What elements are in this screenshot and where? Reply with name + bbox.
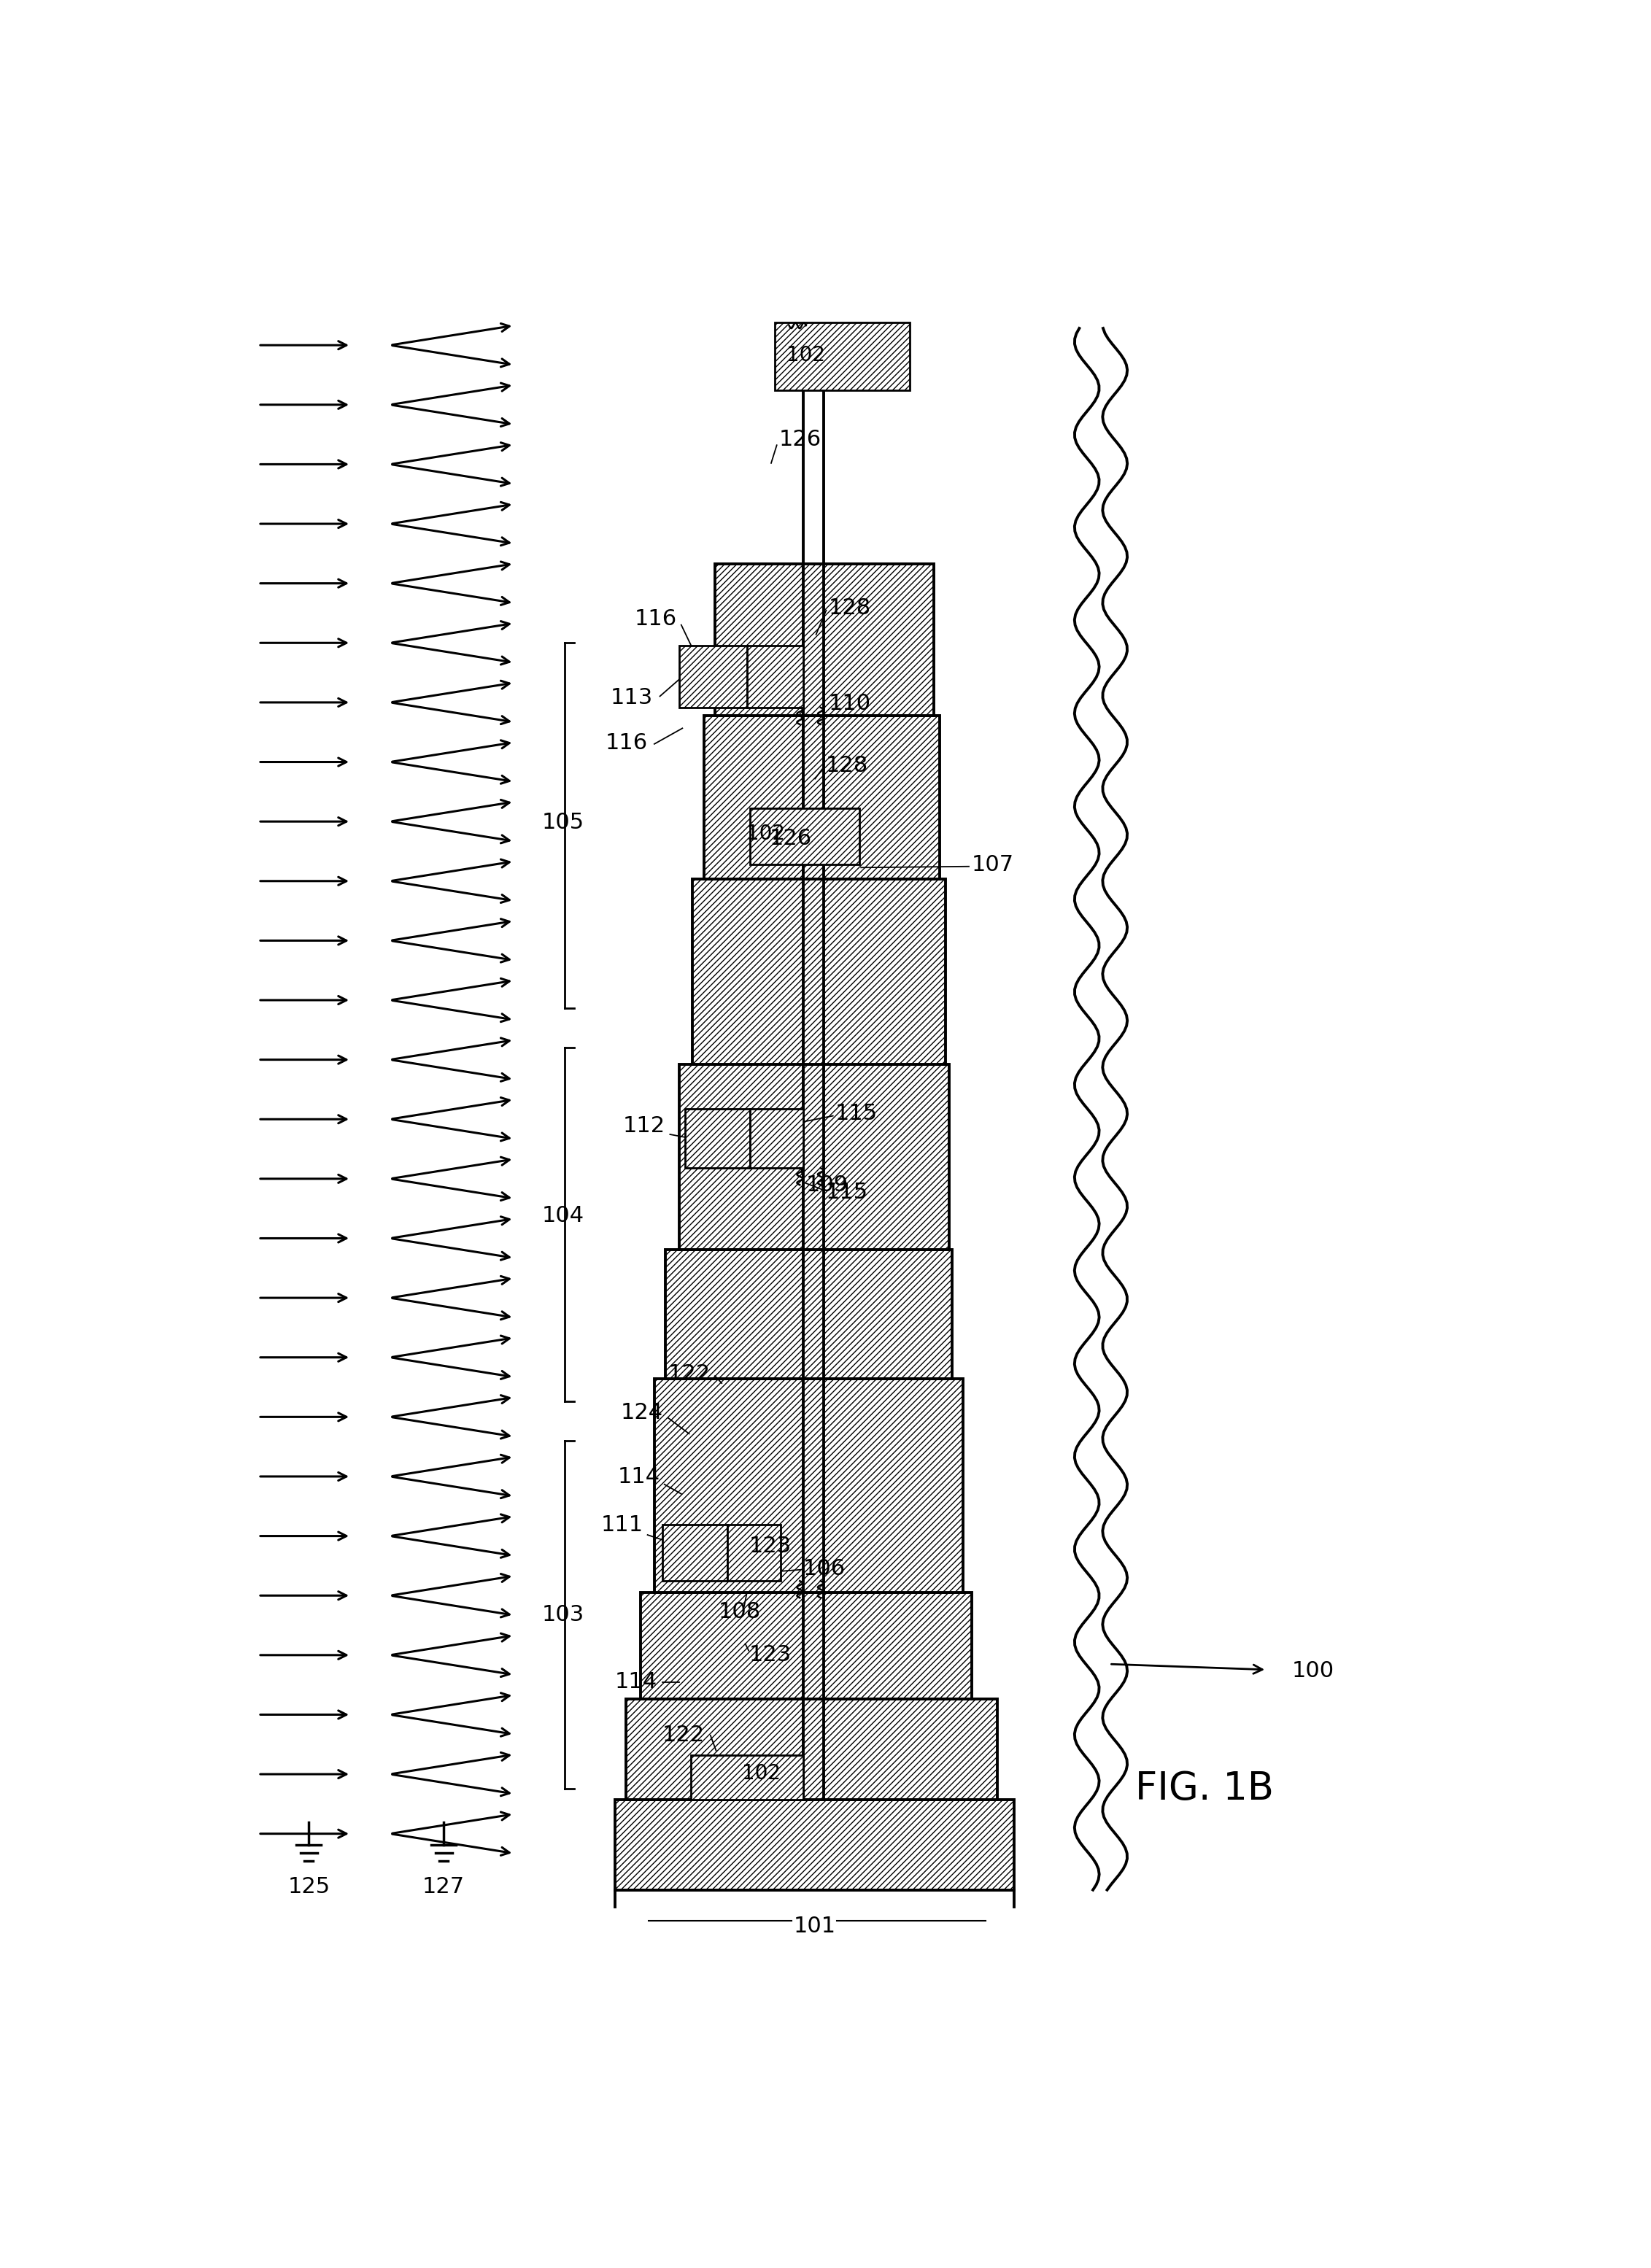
Bar [692, 878, 946, 1064]
Text: 103: 103 [542, 1603, 584, 1626]
Text: 123: 123 [748, 1644, 791, 1665]
Text: 126: 126 [779, 429, 822, 449]
Bar [685, 1109, 750, 1168]
Bar [690, 1755, 802, 1801]
Bar [680, 646, 746, 708]
Bar [626, 1699, 997, 1801]
Text: 122: 122 [669, 1363, 710, 1386]
Bar [750, 810, 859, 864]
Text: FIG. 1B: FIG. 1B [1136, 1769, 1275, 1808]
Text: 124: 124 [621, 1402, 662, 1422]
Text: 123: 123 [748, 1535, 791, 1556]
Bar [654, 1379, 963, 1592]
Text: 109: 109 [806, 1175, 849, 1195]
Text: 113: 113 [611, 687, 654, 708]
Bar [715, 565, 934, 717]
Text: 110: 110 [829, 694, 870, 714]
Text: 125: 125 [287, 1876, 330, 1898]
Bar [641, 1592, 972, 1699]
Text: 115: 115 [835, 1102, 878, 1125]
Text: 128: 128 [826, 755, 868, 776]
Bar [680, 653, 802, 699]
Text: 127: 127 [423, 1876, 466, 1898]
Text: 116: 116 [634, 608, 677, 631]
Bar [774, 322, 910, 390]
Text: 107: 107 [972, 855, 1014, 875]
Bar [662, 1524, 728, 1581]
Bar [746, 646, 802, 708]
Bar [680, 1064, 949, 1250]
Text: 126: 126 [769, 828, 812, 848]
Bar [728, 1524, 781, 1581]
Bar [665, 1250, 953, 1379]
Bar [662, 1524, 781, 1581]
Text: 122: 122 [662, 1726, 705, 1746]
Text: 102: 102 [746, 823, 784, 844]
Bar [685, 1109, 802, 1168]
Text: 105: 105 [542, 812, 584, 832]
Text: 128: 128 [829, 596, 872, 619]
Text: 106: 106 [802, 1558, 845, 1579]
Bar [750, 1109, 802, 1168]
Text: 100: 100 [1291, 1660, 1334, 1681]
Text: 112: 112 [622, 1116, 665, 1136]
Bar [703, 717, 939, 878]
Text: 102: 102 [786, 345, 826, 365]
Text: 114: 114 [617, 1467, 660, 1488]
Text: 102: 102 [741, 1762, 781, 1783]
Text: 114: 114 [614, 1672, 657, 1692]
Text: 115: 115 [826, 1182, 868, 1202]
Text: 108: 108 [718, 1601, 761, 1622]
Text: 101: 101 [792, 1916, 835, 1937]
Text: 116: 116 [606, 733, 647, 753]
Bar [614, 1801, 1014, 1889]
Text: 111: 111 [601, 1515, 642, 1535]
Text: 104: 104 [542, 1204, 584, 1227]
